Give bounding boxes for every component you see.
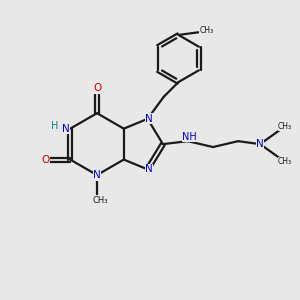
Text: N: N (93, 170, 101, 180)
Text: NH: NH (182, 132, 197, 142)
Text: N: N (145, 114, 153, 124)
Text: O: O (93, 83, 101, 93)
Text: CH₃: CH₃ (92, 196, 108, 205)
Text: N: N (145, 164, 153, 174)
Text: N: N (256, 139, 264, 149)
Text: CH₃: CH₃ (278, 157, 292, 166)
Text: CH₃: CH₃ (200, 26, 214, 35)
Text: CH₃: CH₃ (278, 122, 292, 131)
Text: O: O (41, 154, 49, 165)
Text: H: H (51, 121, 58, 131)
Text: N: N (62, 124, 70, 134)
